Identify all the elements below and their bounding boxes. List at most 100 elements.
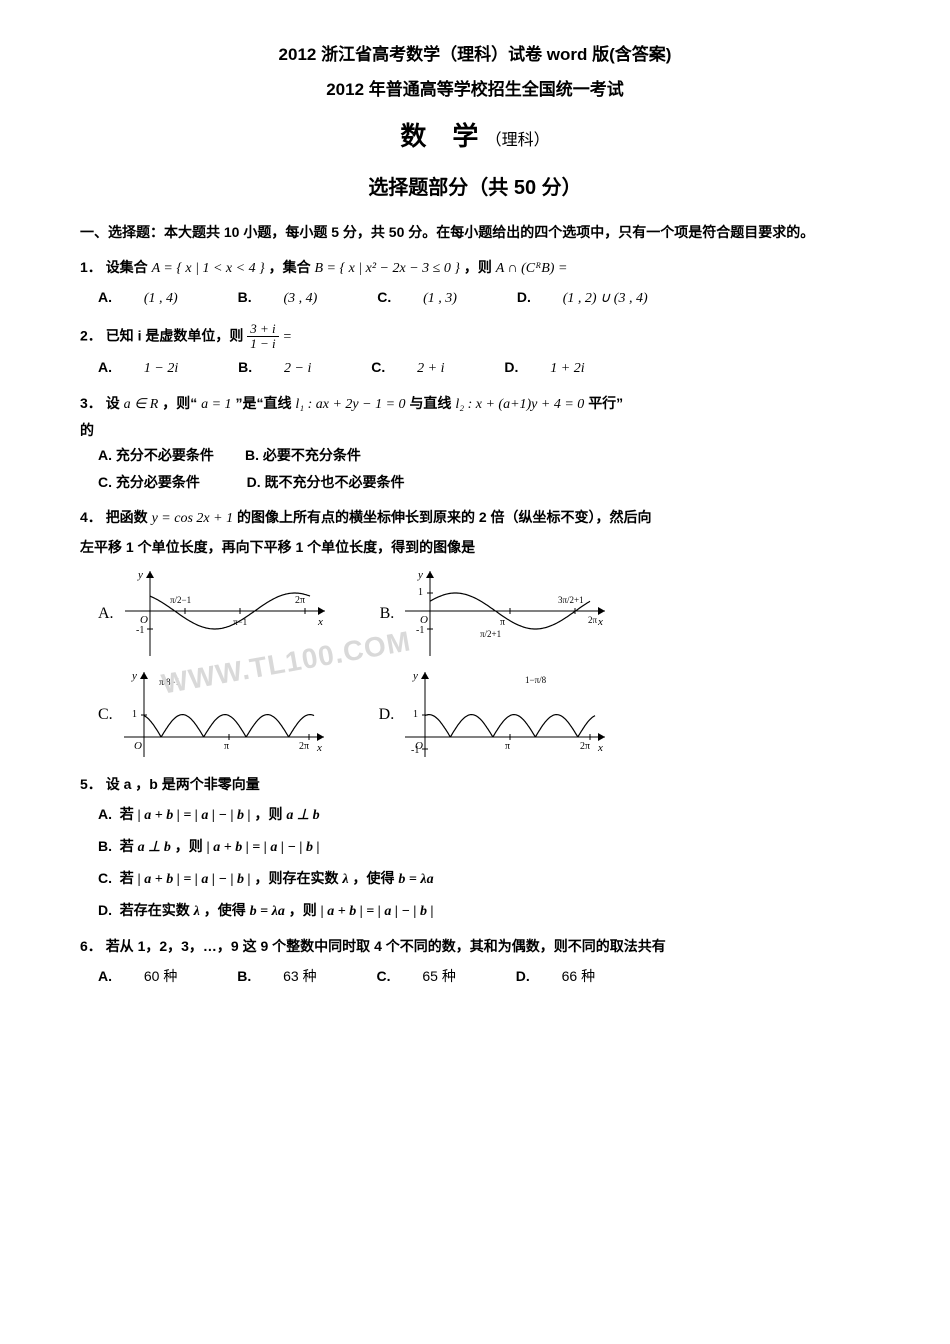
section-title: 选择题部分（共 50 分）: [80, 170, 870, 206]
svg-text:x: x: [316, 742, 322, 754]
title-top: 2012 浙江省高考数学（理科）试卷 word 版(含答案): [80, 40, 870, 71]
q6-optD: D. 66 种: [516, 968, 623, 984]
q1-optA: A. (1 , 4): [98, 289, 206, 305]
q6-optC: C. 65 种: [377, 968, 484, 984]
title-main-text: 数 学: [400, 121, 478, 151]
svg-text:y: y: [137, 569, 143, 581]
q1-expr: A ∩ (CᴿB) =: [496, 261, 568, 276]
q3-mid2: ”是“直线: [235, 395, 291, 411]
q4-labelA: A.: [98, 600, 114, 629]
svg-text:-1: -1: [411, 745, 419, 756]
q6-num: 6．: [80, 938, 102, 954]
svg-text:π: π: [224, 741, 229, 752]
q2-optC: C. 2 + i: [371, 359, 472, 375]
svg-text:1: 1: [132, 709, 137, 720]
q1-num: 1．: [80, 259, 102, 275]
q4-line2: 左平移 1 个单位长度，再向下平移 1 个单位长度，得到的图像是: [80, 535, 870, 560]
q1-post: ，则: [464, 259, 492, 275]
q4-fn: y = cos 2x + 1: [152, 511, 233, 526]
svg-text:2π: 2π: [580, 741, 590, 752]
q5-pre: 设 a ，b 是两个非零向量: [106, 776, 260, 792]
q1-optC: C. (1 , 3): [377, 289, 485, 305]
svg-text:2π: 2π: [299, 741, 309, 752]
svg-text:1: 1: [413, 709, 418, 720]
q6-optB: B. 63 种: [237, 968, 344, 984]
q4-labelD: D.: [379, 701, 395, 730]
svg-text:3π/2+1: 3π/2+1: [558, 595, 584, 605]
q1-setA: A = { x | 1 < x < 4 }: [152, 261, 265, 276]
q3-l2: l₂ : x + (a+1)y + 4 = 0: [455, 397, 584, 412]
svg-text:x: x: [597, 742, 603, 754]
q3-optA: A. 充分不必要条件: [98, 447, 214, 463]
svg-text:-1: -1: [416, 625, 424, 636]
q6: 6． 若从 1，2，3，…，9 这 9 个整数中同时取 4 个不同的数，其和为偶…: [80, 934, 870, 988]
q3-l1: l₁ : ax + 2y − 1 = 0: [295, 397, 405, 412]
q3-aR: a ∈ R: [124, 397, 159, 412]
q4-labelB: B.: [380, 600, 395, 629]
q3: 3． 设 a ∈ R ，则“ a = 1 ”是“直线 l₁ : ax + 2y …: [80, 391, 870, 495]
svg-text:O: O: [134, 740, 142, 752]
q3-num: 3．: [80, 395, 102, 411]
q6-stem: 若从 1，2，3，…，9 这 9 个整数中同时取 4 个不同的数，其和为偶数，则…: [106, 938, 666, 954]
q1-mid: ，集合: [269, 259, 311, 275]
svg-text:1: 1: [418, 587, 423, 598]
q5-optD: D. 若存在实数 λ ，使得 b = λa ，则 | a + b | = | a…: [98, 898, 870, 924]
svg-text:π: π: [505, 741, 510, 752]
q4-mid: 的图像上所有点的横坐标伸长到原来的 2 倍（纵坐标不变），然后向: [237, 509, 652, 525]
q2-num: 2．: [80, 327, 102, 343]
graph-A: Oyxπ/2−1π−12π-1: [120, 566, 330, 661]
q2-optB: B. 2 − i: [238, 359, 339, 375]
q5: 5． 设 a ，b 是两个非零向量 A. 若 | a + b | = | a |…: [80, 772, 870, 924]
q2-optD: D. 1 + 2i: [504, 359, 612, 375]
q3-post: 平行”: [588, 395, 623, 411]
q6-optA: A. 60 种: [98, 968, 205, 984]
svg-text:π−1: π−1: [233, 617, 247, 627]
q5-optA: A. 若 | a + b | = | a | − | b | ，则 a ⊥ b: [98, 802, 870, 828]
graph-D: Oyx1−π/8π2π1-1: [400, 667, 610, 762]
q3-tail: 的: [80, 418, 870, 443]
q2-pre: 已知 i 是虚数单位，则: [106, 327, 244, 343]
svg-text:π: π: [500, 617, 505, 628]
q4-num: 4．: [80, 509, 102, 525]
svg-text:1−π/8: 1−π/8: [525, 675, 547, 685]
svg-text:π/2+1: π/2+1: [480, 629, 501, 639]
q4: 4． 把函数 y = cos 2x + 1 的图像上所有点的横坐标伸长到原来的 …: [80, 505, 870, 762]
q2-eq: =: [283, 329, 292, 344]
q2: 2． 已知 i 是虚数单位，则 3 + i 1 − i = A. 1 − 2i …: [80, 322, 870, 382]
q2-frac: 3 + i 1 − i: [247, 322, 278, 352]
q1-optD: D. (1 , 2) ∪ (3 , 4): [517, 289, 676, 305]
q5-num: 5．: [80, 776, 102, 792]
svg-text:-1: -1: [136, 625, 144, 636]
graph-C: Oy x π/8−1 π 2π 1: [119, 667, 329, 762]
q4-pre: 把函数: [106, 509, 148, 525]
svg-text:2π: 2π: [588, 615, 598, 625]
q1-setB: B = { x | x² − 2x − 3 ≤ 0 }: [314, 261, 459, 276]
svg-text:x: x: [317, 616, 323, 628]
title-sub: 2012 年普通高等学校招生全国统一考试: [80, 75, 870, 106]
q5-optC: C. 若 | a + b | = | a | − | b | ，则存在实数 λ …: [98, 866, 870, 892]
svg-text:π/8−1: π/8−1: [159, 677, 180, 687]
title-main-small: （理科）: [486, 132, 550, 149]
q5-optB: B. 若 a ⊥ b ，则 | a + b | = | a | − | b |: [98, 834, 870, 860]
graph-B: Oyx1ππ/2+13π/2+12π-1: [400, 566, 610, 661]
svg-text:2π: 2π: [295, 595, 305, 606]
q3-optD: D. 既不充分也不必要条件: [247, 474, 405, 490]
q4-labelC: C.: [98, 701, 113, 730]
svg-text:y: y: [412, 670, 418, 682]
q1-pre: 设集合: [106, 259, 148, 275]
q3-mid3: 与直线: [409, 395, 451, 411]
title-main: 数 学 （理科）: [80, 113, 870, 160]
q3-mid1: ，则“: [162, 395, 197, 411]
q3-a1: a = 1: [201, 397, 231, 412]
instruction: 一、选择题：本大题共 10 小题，每小题 5 分，共 50 分。在每小题给出的四…: [80, 220, 870, 245]
q3-optC: C. 充分必要条件: [98, 474, 200, 490]
svg-text:x: x: [597, 616, 603, 628]
q1: 1． 设集合 A = { x | 1 < x < 4 } ，集合 B = { x…: [80, 255, 870, 311]
q3-pre: 设: [106, 395, 120, 411]
svg-text:π/2−1: π/2−1: [170, 595, 191, 605]
q2-optA: A. 1 − 2i: [98, 359, 206, 375]
svg-text:y: y: [131, 670, 137, 682]
q1-optB: B. (3 , 4): [238, 289, 346, 305]
svg-text:y: y: [417, 569, 423, 581]
q3-optB: B. 必要不充分条件: [245, 447, 361, 463]
